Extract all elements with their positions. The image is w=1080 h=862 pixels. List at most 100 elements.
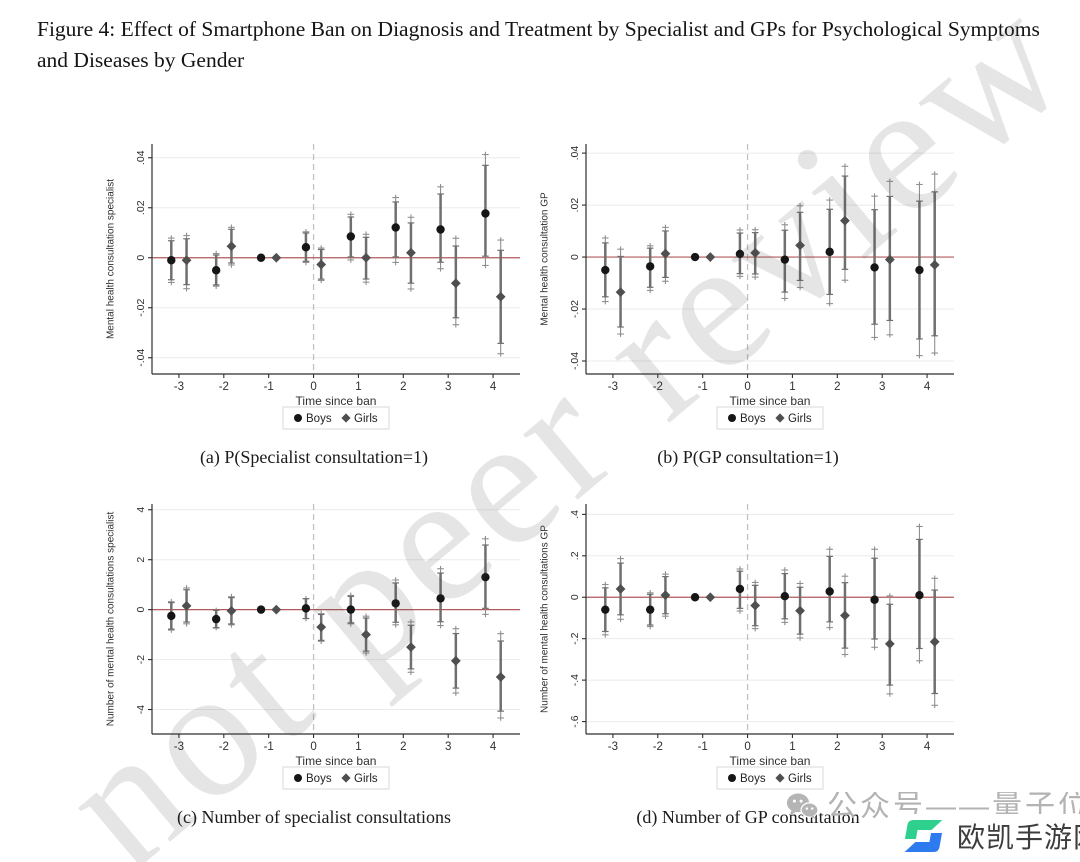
data-point-marker bbox=[346, 232, 356, 241]
data-point-marker bbox=[271, 252, 282, 263]
data-point-marker bbox=[481, 209, 490, 218]
data-point-marker bbox=[601, 265, 610, 275]
x-tick-label: -2 bbox=[653, 381, 663, 393]
x-tick-label: 4 bbox=[490, 741, 497, 753]
data-point-marker bbox=[167, 611, 176, 621]
y-tick-label: .04 bbox=[135, 150, 147, 165]
data-point-marker bbox=[181, 600, 192, 611]
data-point-marker bbox=[870, 595, 879, 604]
data-point-marker bbox=[615, 584, 626, 594]
chart-panel-a: -.04 -.02 0 .02 .04 -3 -2 -1 0 1 2 3 4 Mental health … bbox=[96, 130, 532, 432]
legend-box bbox=[716, 406, 824, 430]
series-girls bbox=[615, 555, 940, 709]
data-point-marker bbox=[690, 252, 700, 262]
legend-girls-label: Girls bbox=[354, 413, 378, 425]
data-point-marker bbox=[660, 590, 671, 601]
x-tick-label: -2 bbox=[219, 381, 229, 393]
legend-boys-label: Boys bbox=[740, 413, 766, 425]
y-tick-label: 0 bbox=[135, 255, 147, 261]
data-point-marker bbox=[406, 642, 416, 652]
data-point-marker bbox=[615, 287, 626, 298]
x-tick-label: 4 bbox=[924, 381, 931, 393]
legend: Boys Girls bbox=[282, 406, 390, 430]
site-name-text: 欧凯手游网 bbox=[957, 822, 1080, 853]
x-tick-label: -1 bbox=[698, 381, 708, 393]
panel-caption-b: (b) P(GP consultation=1) bbox=[657, 447, 839, 467]
axes: -.04 -.02 0 .02 .04 -3 -2 -1 0 1 2 3 4 bbox=[569, 144, 954, 393]
x-tick-label: 0 bbox=[310, 741, 316, 753]
chart-panel-d: -.6 -.4 -.2 0 .2 .4 -3 -2 -1 0 1 2 3 4 Number of menta… bbox=[530, 490, 966, 792]
data-point-marker bbox=[346, 605, 356, 614]
y-axis-title: Mental health consultation GP bbox=[540, 192, 551, 326]
gridlines bbox=[586, 513, 954, 723]
data-point-marker bbox=[316, 259, 327, 270]
y-axis-title: Number of mental health consultations sp… bbox=[106, 512, 117, 727]
data-point-marker bbox=[870, 263, 879, 272]
data-point-marker bbox=[601, 605, 610, 614]
x-tick-label: 4 bbox=[490, 381, 497, 393]
y-tick-label: .4 bbox=[569, 510, 581, 519]
y-tick-label: 2 bbox=[135, 557, 147, 563]
data-point-marker bbox=[256, 605, 266, 614]
y-tick-label: .2 bbox=[569, 551, 581, 560]
x-axis-title: Time since ban bbox=[296, 394, 377, 408]
data-point-marker bbox=[316, 622, 327, 633]
x-tick-label: 2 bbox=[834, 741, 840, 753]
data-point-marker bbox=[929, 636, 940, 647]
legend-girls-marker bbox=[341, 773, 351, 783]
x-tick-label: -1 bbox=[264, 381, 274, 393]
data-point-marker bbox=[211, 614, 221, 624]
chart-svg-c: -4 -2 0 2 4 -3 -2 -1 0 1 2 3 4 Number of mental healt… bbox=[106, 504, 520, 790]
x-tick-label: 3 bbox=[445, 741, 451, 753]
data-point-marker bbox=[750, 247, 761, 258]
x-tick-label: 2 bbox=[834, 381, 840, 393]
x-tick-label: -1 bbox=[264, 741, 274, 753]
x-tick-label: 4 bbox=[924, 741, 931, 753]
x-tick-label: 3 bbox=[879, 741, 885, 753]
data-point-marker bbox=[735, 584, 745, 594]
y-tick-label: -.02 bbox=[569, 300, 581, 318]
legend-boys-label: Boys bbox=[740, 773, 766, 785]
data-point-marker bbox=[750, 600, 761, 611]
legend-boys-marker bbox=[294, 774, 302, 782]
x-tick-label: 0 bbox=[744, 741, 750, 753]
x-tick-label: -2 bbox=[219, 741, 229, 753]
x-tick-label: 1 bbox=[355, 381, 361, 393]
x-tick-label: -3 bbox=[608, 741, 618, 753]
legend: Boys Girls bbox=[282, 766, 390, 790]
data-point-marker bbox=[211, 266, 221, 275]
legend: Boys Girls bbox=[716, 766, 824, 790]
x-tick-label: -3 bbox=[174, 741, 184, 753]
data-point-marker bbox=[181, 255, 192, 266]
data-point-marker bbox=[361, 629, 371, 640]
y-tick-label: 0 bbox=[569, 594, 581, 600]
figure-title: Figure 4: Effect of Smartphone Ban on Di… bbox=[37, 17, 1040, 72]
data-point-marker bbox=[645, 605, 655, 614]
x-tick-label: -2 bbox=[653, 741, 663, 753]
legend-boys-marker bbox=[294, 414, 302, 422]
chart-svg-b: -.04 -.02 0 .02 .04 -3 -2 -1 0 1 2 3 4 Mental health … bbox=[540, 144, 954, 430]
series-boys bbox=[601, 523, 924, 664]
y-tick-label: .02 bbox=[569, 198, 581, 213]
data-point-marker bbox=[915, 590, 924, 600]
y-tick-label: -.6 bbox=[569, 715, 581, 727]
series-boys bbox=[167, 151, 490, 289]
data-point-marker bbox=[884, 638, 895, 649]
data-point-marker bbox=[780, 255, 790, 264]
x-tick-label: -1 bbox=[698, 741, 708, 753]
data-point-marker bbox=[256, 253, 266, 262]
legend-girls-marker bbox=[341, 413, 351, 423]
data-point-marker bbox=[915, 265, 924, 275]
data-point-marker bbox=[840, 215, 850, 226]
y-tick-label: 4 bbox=[135, 507, 147, 513]
chart-panel-c: -4 -2 0 2 4 -3 -2 -1 0 1 2 3 4 Number of mental healt… bbox=[96, 490, 532, 792]
data-point-marker bbox=[825, 247, 834, 257]
data-point-marker bbox=[450, 278, 461, 289]
legend-girls-marker bbox=[775, 413, 785, 423]
axes: -4 -2 0 2 4 -3 -2 -1 0 1 2 3 4 bbox=[135, 504, 520, 753]
data-point-marker bbox=[795, 240, 805, 251]
data-point-marker bbox=[735, 249, 745, 259]
panel-caption-c: (c) Number of specialist consultations bbox=[177, 807, 451, 827]
data-point-marker bbox=[436, 225, 445, 234]
x-tick-label: 3 bbox=[445, 381, 451, 393]
